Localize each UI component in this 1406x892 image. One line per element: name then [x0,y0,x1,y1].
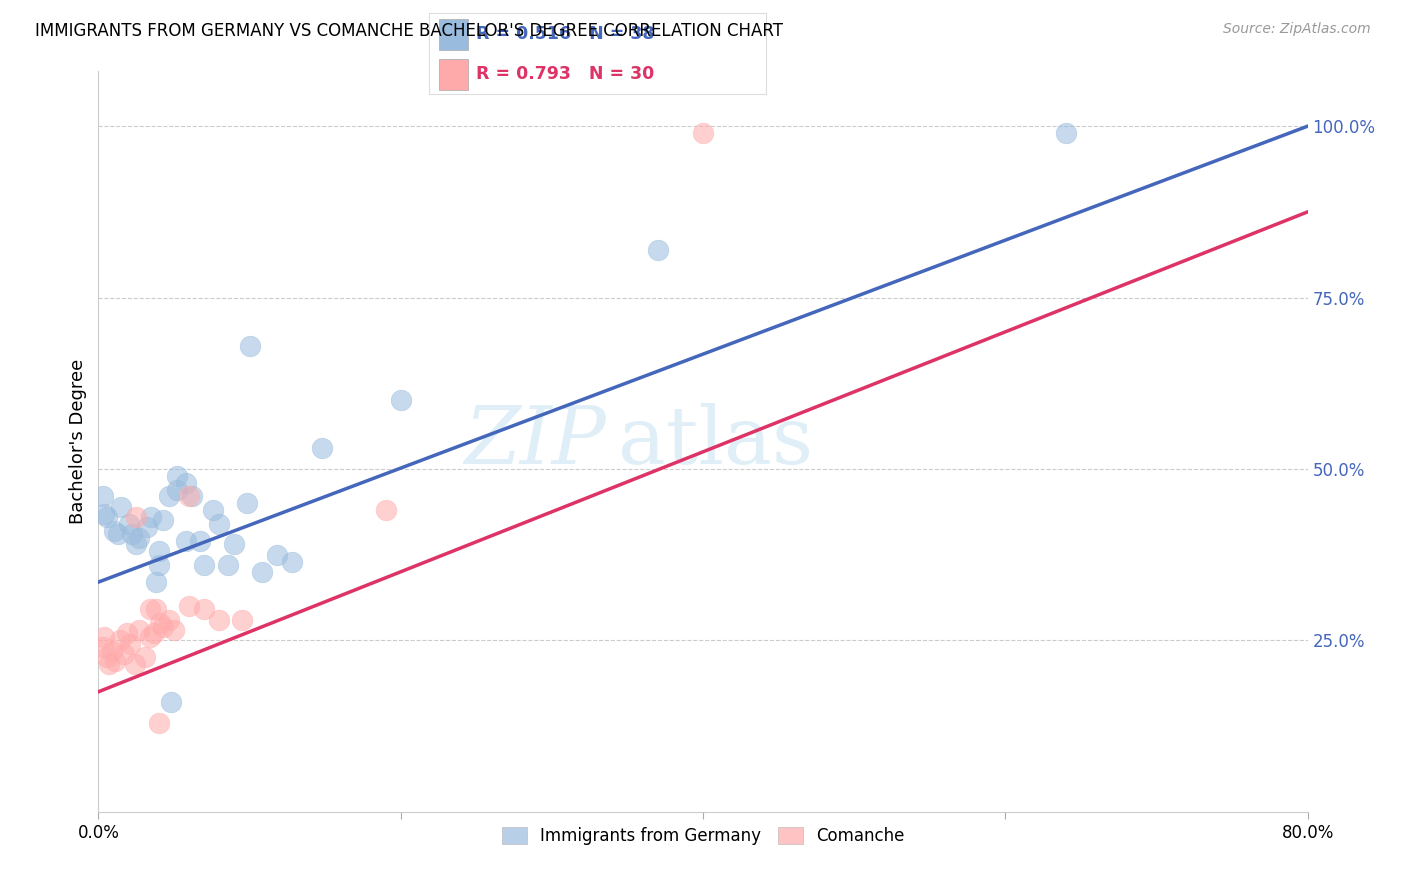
Point [110,500,132,514]
Point [152,619,174,633]
Point [174,533,197,548]
Point [374,503,396,517]
Point [188,533,211,548]
Point [141,510,163,524]
Point [96,510,118,524]
Point [266,548,288,562]
Legend: Immigrants from Germany, Comanche: Immigrants from Germany, Comanche [495,820,911,852]
Point [145,602,167,616]
FancyBboxPatch shape [439,19,468,49]
Point [647,243,669,257]
Point [134,650,156,665]
Point [163,623,186,637]
Point [250,565,273,579]
Text: R = 0.516   N = 38: R = 0.516 N = 38 [477,25,655,43]
Point [125,537,148,551]
Point [118,516,141,531]
Text: atlas: atlas [619,402,814,481]
Point [93,630,115,644]
Point [115,626,138,640]
Point [148,544,170,558]
Point [93,507,115,521]
Point [135,520,157,534]
Point [208,516,231,531]
Text: IMMIGRANTS FROM GERMANY VS COMANCHE BACHELOR'S DEGREE CORRELATION CHART: IMMIGRANTS FROM GERMANY VS COMANCHE BACH… [35,22,783,40]
Point [139,602,162,616]
Text: ZIP: ZIP [464,403,606,480]
Point [152,513,174,527]
Point [159,613,181,627]
Point [166,483,188,497]
Point [103,524,125,538]
Text: Source: ZipAtlas.com: Source: ZipAtlas.com [1223,22,1371,37]
Point [121,527,143,541]
Point [107,527,129,541]
Point [1054,126,1077,140]
Point [235,496,257,510]
Text: R = 0.793   N = 30: R = 0.793 N = 30 [477,65,654,83]
FancyBboxPatch shape [439,59,468,89]
Point [208,613,231,627]
Point [98,657,121,672]
Point [139,630,162,644]
Point [160,695,183,709]
Point [224,537,246,551]
Point [149,616,172,631]
Point [145,575,167,590]
Point [120,637,142,651]
Point [148,558,170,572]
Point [231,613,253,627]
Point [143,626,166,640]
Point [179,489,201,503]
Point [281,554,304,568]
Point [148,715,170,730]
Point [124,657,146,672]
Point [101,643,124,657]
Point [193,558,215,572]
Point [174,475,197,490]
Point [217,558,239,572]
Point [108,633,131,648]
Point [389,393,412,408]
Point [91,489,114,503]
Y-axis label: Bachelor's Degree: Bachelor's Degree [69,359,87,524]
Point [91,640,114,655]
Point [128,623,150,637]
Point [311,442,333,456]
Point [193,602,215,616]
Point [125,510,148,524]
Point [104,654,127,668]
Point [128,531,150,545]
Point [692,126,714,140]
Point [112,647,135,661]
Point [239,338,262,352]
Point [159,489,181,503]
Point [96,650,118,665]
Point [179,599,201,613]
Point [166,468,188,483]
Point [181,489,204,503]
Point [202,503,225,517]
